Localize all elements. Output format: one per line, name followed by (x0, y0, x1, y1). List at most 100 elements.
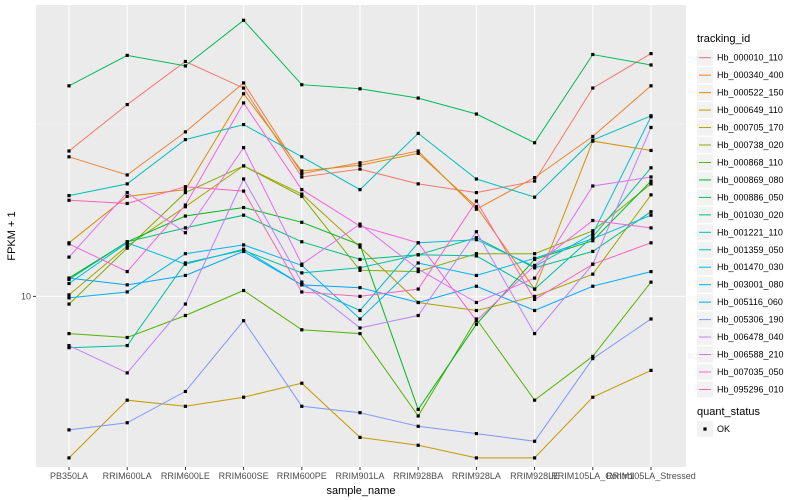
data-point (533, 276, 537, 280)
data-point (300, 290, 304, 294)
data-point (300, 404, 304, 408)
data-point (67, 302, 71, 306)
data-point (649, 368, 653, 372)
data-point (183, 190, 187, 195)
legend-label: OK (717, 424, 730, 434)
data-point (242, 18, 246, 22)
data-point (533, 439, 537, 443)
legend-label: Hb_001030_020 (717, 210, 784, 220)
data-point (183, 313, 187, 318)
data-point (591, 134, 595, 139)
data-point (183, 389, 187, 394)
data-point (649, 125, 653, 130)
data-point (125, 246, 129, 250)
data-point (358, 326, 362, 330)
data-point (533, 179, 537, 183)
legend-title-tracking-id: tracking_id (697, 33, 750, 45)
data-point (474, 238, 478, 242)
data-point (416, 241, 420, 245)
x-tick-label: RRIM901LA (335, 471, 384, 481)
data-point (300, 155, 304, 159)
data-point (474, 199, 478, 203)
data-point (474, 190, 478, 195)
data-point (125, 241, 129, 245)
data-point (591, 229, 595, 233)
data-point (183, 262, 187, 266)
data-point (300, 188, 304, 192)
data-point (649, 213, 653, 217)
data-point (67, 276, 71, 280)
data-point (649, 179, 653, 183)
data-point (591, 138, 595, 142)
data-point (300, 280, 304, 284)
data-point (242, 288, 246, 293)
data-point (416, 261, 420, 265)
data-point (67, 198, 71, 202)
data-point (533, 287, 537, 291)
data-point (358, 268, 362, 272)
legend-label: Hb_007035_050 (717, 367, 784, 377)
data-point (649, 63, 653, 67)
data-point (474, 236, 478, 240)
data-point (67, 331, 71, 336)
data-point (358, 167, 362, 171)
legend-shape-items: OK (697, 421, 730, 437)
data-point (300, 262, 304, 266)
data-point (242, 189, 246, 193)
data-point (591, 237, 595, 241)
data-point (300, 283, 304, 287)
data-point (533, 456, 537, 460)
data-point (591, 232, 595, 236)
data-point (125, 283, 129, 287)
data-point (242, 243, 246, 247)
data-point (649, 210, 653, 214)
data-point (125, 335, 129, 340)
data-point (416, 287, 420, 291)
data-point (474, 456, 478, 460)
data-point (474, 308, 478, 313)
data-point (533, 141, 537, 145)
data-point (533, 398, 537, 402)
data-point (591, 235, 595, 239)
data-point (649, 182, 653, 186)
data-point (300, 172, 304, 176)
data-point (533, 195, 537, 199)
data-point (125, 201, 129, 206)
data-point (242, 205, 246, 210)
legend-label: Hb_095296_010 (717, 384, 784, 394)
data-point (416, 267, 420, 271)
legend-label: Hb_000886_050 (717, 192, 784, 202)
data-point (300, 175, 304, 179)
data-point (649, 84, 653, 88)
legend-label: Hb_006478_040 (717, 332, 784, 342)
x-tick-label: RRIM105LA_Stressed (606, 471, 696, 481)
data-point (67, 149, 71, 153)
data-point (183, 185, 187, 189)
data-point (358, 286, 362, 290)
data-point (474, 252, 478, 256)
data-point (358, 161, 362, 165)
data-point (300, 220, 304, 224)
data-point (358, 435, 362, 439)
data-point (533, 331, 537, 336)
data-point (183, 231, 187, 235)
data-point (358, 87, 362, 91)
data-point (591, 272, 595, 276)
plot-panel (36, 5, 686, 467)
legend-label: Hb_000522_150 (717, 88, 784, 98)
data-point (183, 226, 187, 230)
data-point (591, 395, 595, 399)
data-point (125, 398, 129, 402)
data-point (183, 64, 187, 68)
data-point (358, 317, 362, 321)
data-point (416, 407, 420, 412)
x-tick-label: RRIM928LE (510, 471, 559, 481)
data-point (474, 300, 478, 305)
data-point (474, 205, 478, 209)
data-point (125, 269, 129, 274)
data-point (358, 243, 362, 247)
data-point (649, 148, 653, 153)
data-point (300, 381, 304, 385)
data-point (67, 255, 71, 259)
data-point (474, 177, 478, 181)
